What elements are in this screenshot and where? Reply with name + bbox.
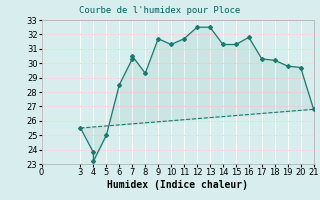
X-axis label: Humidex (Indice chaleur): Humidex (Indice chaleur)	[107, 180, 248, 190]
Text: Courbe de l'humidex pour Ploce: Courbe de l'humidex pour Ploce	[79, 6, 241, 15]
